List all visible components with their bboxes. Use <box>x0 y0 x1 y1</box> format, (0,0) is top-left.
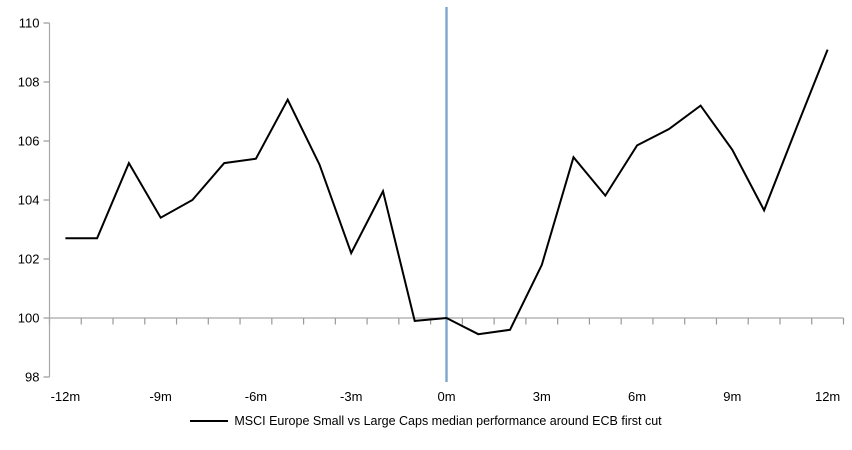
x-tick-label: 6m <box>628 389 646 404</box>
y-tick-label: 108 <box>18 75 40 90</box>
x-tick-label: -3m <box>340 389 362 404</box>
x-tick-label: -12m <box>51 389 81 404</box>
x-tick-label: 0m <box>437 389 455 404</box>
y-tick-label: 98 <box>25 370 39 385</box>
legend-line-swatch <box>190 420 229 422</box>
series-line <box>65 49 829 336</box>
legend-label: MSCI Europe Small vs Large Caps median p… <box>234 414 662 428</box>
x-tick-label: 3m <box>533 389 551 404</box>
y-tick-label: 106 <box>18 134 40 149</box>
y-tick-label: 100 <box>18 311 40 326</box>
x-tick-label: 9m <box>723 389 741 404</box>
x-tick-label: 12m <box>815 389 840 404</box>
y-tick-label: 104 <box>18 193 40 208</box>
line-chart: 110 108 106 104 102 100 98 -12m -9m -6m -3m 0m 3m 6m 9… <box>18 7 845 404</box>
y-tick-label: 110 <box>19 16 40 31</box>
x-tick-label: -9m <box>149 389 171 404</box>
y-tick-label: 102 <box>18 252 40 267</box>
legend: MSCI Europe Small vs Large Caps median p… <box>0 414 852 428</box>
x-tick-label: -6m <box>245 389 267 404</box>
